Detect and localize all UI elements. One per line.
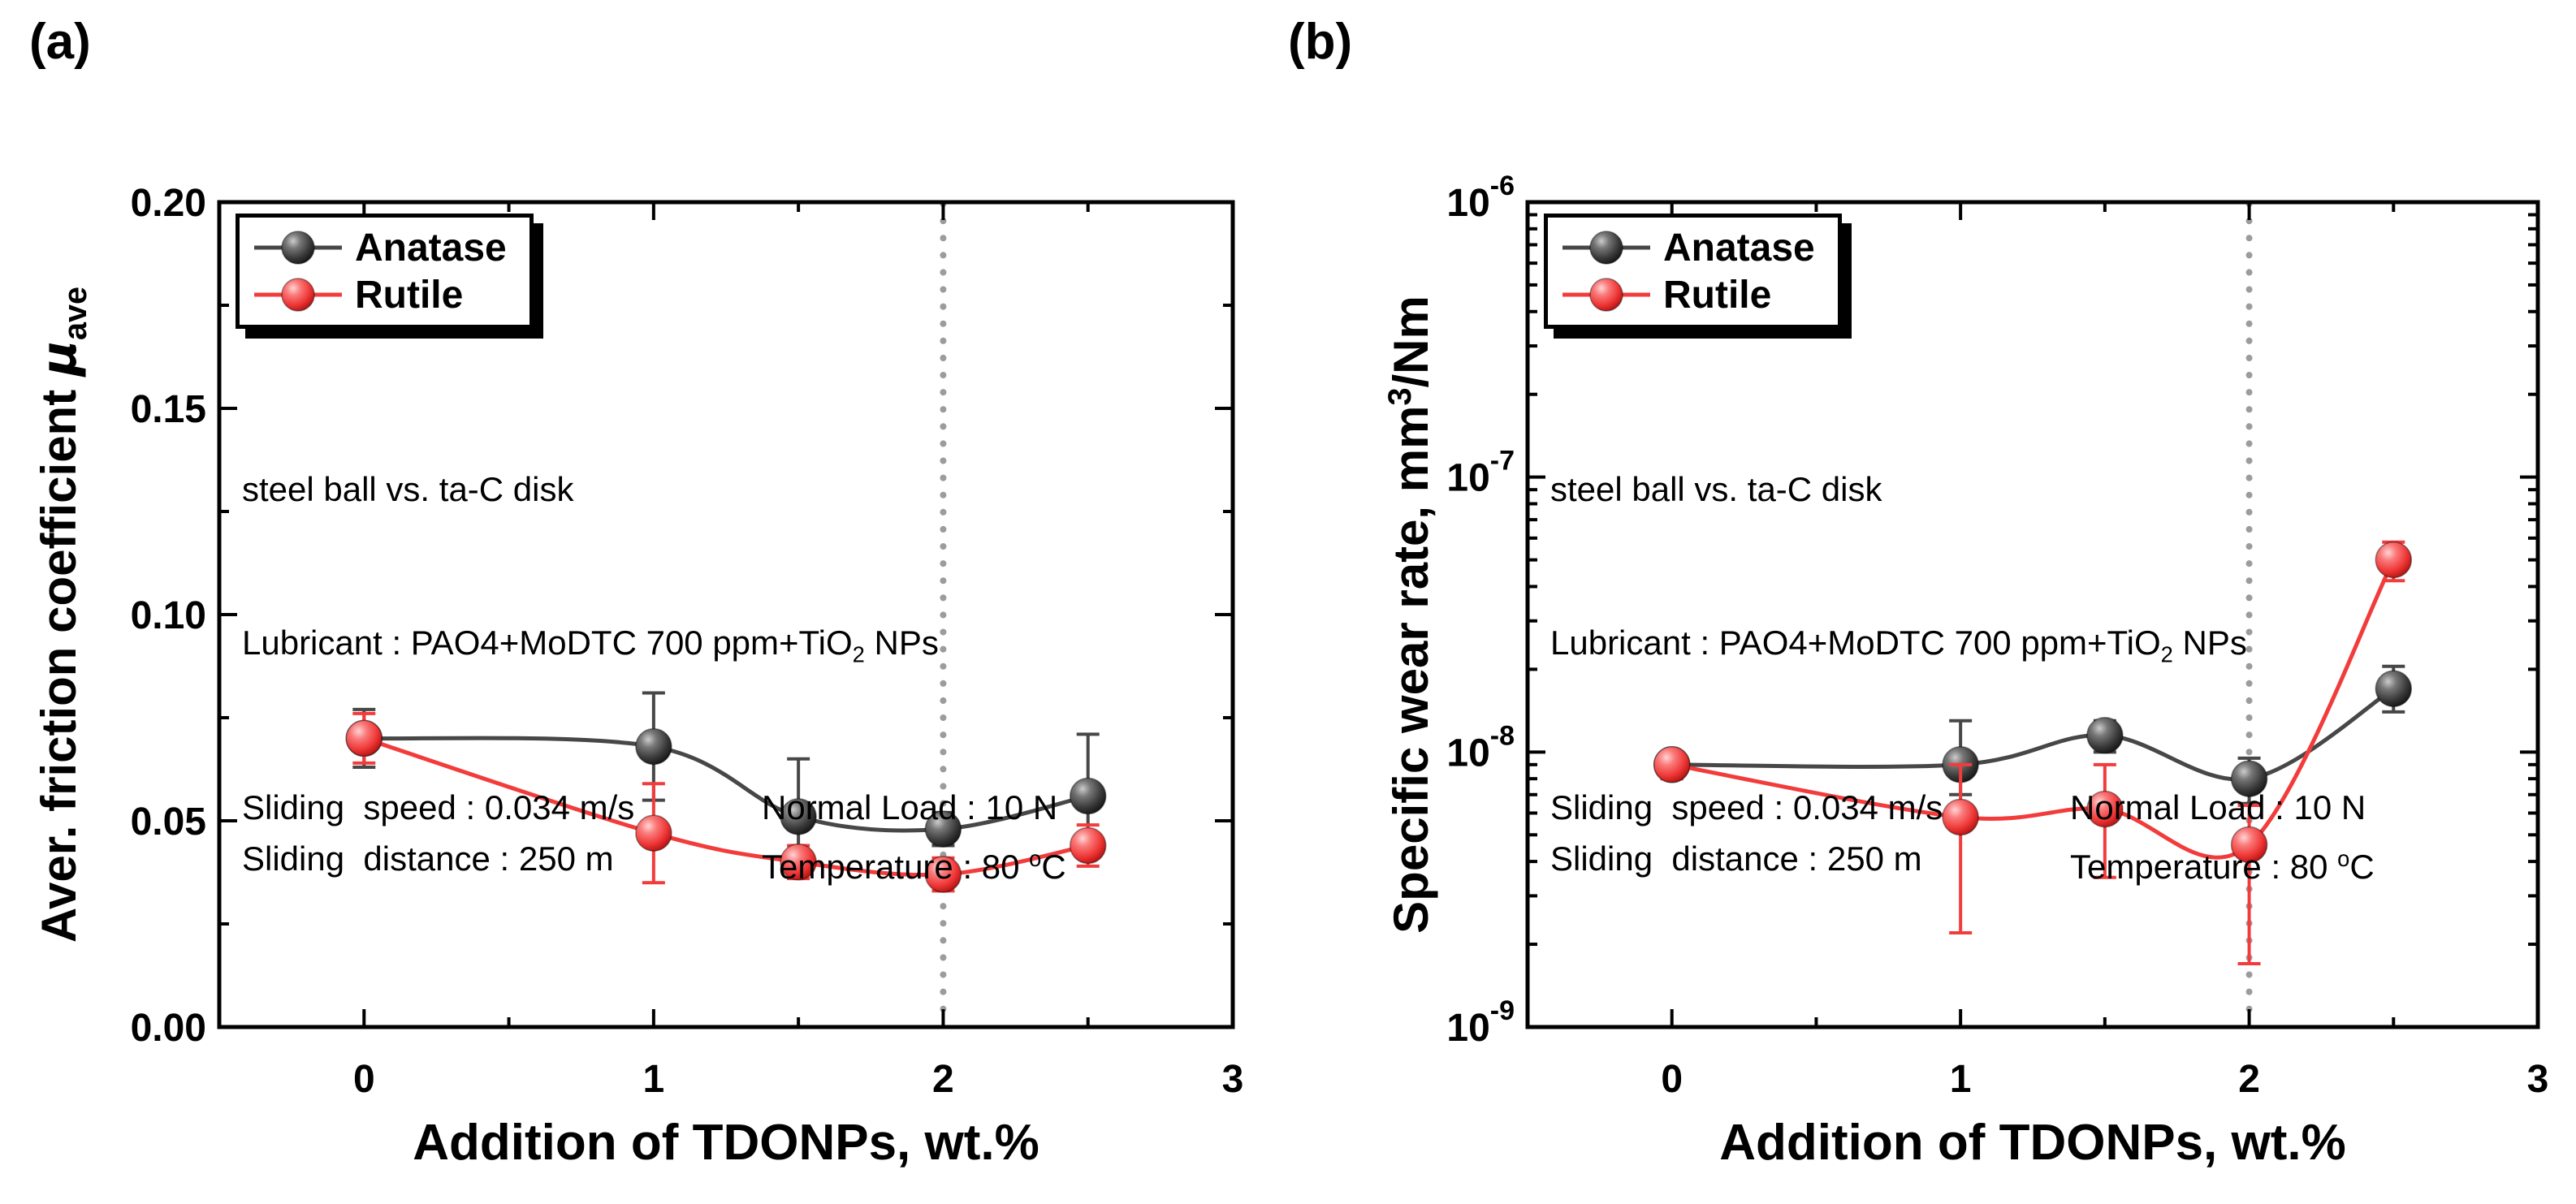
plot-frame <box>1525 200 2540 1029</box>
x-tick-label: 3 <box>1222 1058 1244 1101</box>
marker-rutile <box>780 844 817 881</box>
celsius-text: C <box>1041 848 1066 887</box>
test-conditions-a: steel ball vs. ta-C disk Lubricant : PAO… <box>242 361 1066 995</box>
x-axis-title-a: Addition of TDONPs, wt.% <box>413 1115 1039 1171</box>
nps-text: NPs <box>864 624 939 662</box>
annotation-line-1: steel ball vs. ta-C disk <box>242 470 574 508</box>
series-line-rutile <box>361 736 1091 878</box>
marker-rutile <box>924 856 962 893</box>
temperature-value: Temperature : 80 <box>2070 848 2338 887</box>
x-tick-label: 1 <box>1950 1058 1972 1101</box>
legend-label-anatase: Anatase <box>1663 226 1815 270</box>
tio2-subscript: 2 <box>852 641 865 667</box>
x-tick-label: 2 <box>2238 1058 2260 1101</box>
marker-rutile <box>1069 826 1107 865</box>
x-tick-label: 1 <box>643 1058 665 1101</box>
legend-entry-anatase: Anatase <box>251 224 507 271</box>
panel-b-plot: 0 1 2 3 10-9 10-8 10-7 10-6 Anatase Rutile steel… <box>1446 170 2548 1101</box>
plot-area-b: 0 1 2 3 10-9 10-8 10-7 10-6 <box>1446 170 2548 1101</box>
temperature-text: Temperature : 80 oC <box>2070 833 2375 892</box>
marker-rutile <box>2086 790 2124 828</box>
legend-label-rutile: Rutile <box>355 273 464 317</box>
marker-anatase <box>780 798 817 835</box>
y-axis-title-a-text: Aver. friction coefficient <box>32 376 86 943</box>
cubed-superscript: 3 <box>1382 387 1418 406</box>
legend-entry-anatase: Anatase <box>1559 224 1815 271</box>
lubricant-text: Lubricant : PAO4+MoDTC 700 ppm+TiO <box>1550 624 2161 662</box>
marker-rutile <box>2375 541 2413 579</box>
annotation-line-1: steel ball vs. ta-C disk <box>1550 470 1882 508</box>
series-line-anatase <box>361 736 1091 833</box>
temperature-text: Temperature : 80 oC <box>762 833 1066 892</box>
y-axis-title-a: Aver. friction coefficient μave <box>31 202 99 1027</box>
x-tick-label: 0 <box>353 1058 375 1101</box>
sliding-distance-text: Sliding distance : 250 m <box>242 839 614 878</box>
legend-b: Anatase Rutile <box>1544 214 1842 329</box>
legend-label-rutile: Rutile <box>1663 273 1772 317</box>
annotation-line-2: Lubricant : PAO4+MoDTC 700 ppm+TiO2 NPs <box>242 617 1066 680</box>
y-tick-label: 0.10 <box>131 594 206 637</box>
x-axis-title-b: Addition of TDONPs, wt.% <box>1719 1115 2346 1171</box>
marker-anatase <box>924 810 962 848</box>
y-axis-title-b-units: /Nm <box>1384 296 1438 388</box>
panel-a-label: (a) <box>29 14 91 70</box>
marker-rutile <box>345 719 383 757</box>
mu-subscript-ave: ave <box>58 286 93 340</box>
legend-marker-anatase <box>1562 231 1650 265</box>
panel-b-label: (b) <box>1288 14 1353 70</box>
marker-anatase <box>2230 760 2268 797</box>
annotation-grid: Sliding speed : 0.034 m/s Normal Load : … <box>242 782 1066 892</box>
y-tick-label: 0.20 <box>131 182 206 225</box>
annotation-grid: Sliding speed : 0.034 m/s Normal Load : … <box>1550 782 2375 892</box>
legend-marker-rutile <box>1562 278 1650 312</box>
tio2-subscript: 2 <box>2160 641 2173 667</box>
sliding-speed-text: Sliding speed : 0.034 m/s <box>242 788 635 827</box>
marker-rutile <box>635 814 672 852</box>
nps-text: NPs <box>2172 624 2247 662</box>
marker-rutile <box>2230 826 2268 864</box>
x-tick-label: 0 <box>1661 1058 1683 1101</box>
x-tick-label: 3 <box>2527 1058 2549 1101</box>
sliding-speed-text: Sliding speed : 0.034 m/s <box>1550 788 1943 827</box>
x-tick-label: 2 <box>932 1058 954 1101</box>
plot-area-a: 0 1 2 3 0.00 0.05 0.10 0.15 0.20 <box>131 182 1244 1101</box>
marker-rutile <box>1653 746 1691 783</box>
y-tick-label: 10-6 <box>1446 170 1515 225</box>
degree-superscript: o <box>2337 846 2350 872</box>
y-tick-label: 10-8 <box>1446 720 1515 775</box>
test-conditions-b: steel ball vs. ta-C disk Lubricant : PAO… <box>1550 361 2375 995</box>
legend-a: Anatase Rutile <box>236 214 534 329</box>
annotation-line-2: Lubricant : PAO4+MoDTC 700 ppm+TiO2 NPs <box>1550 617 2375 680</box>
y-axis-title-b-text: Specific wear rate, mm <box>1384 405 1438 934</box>
y-tick-label: 0.15 <box>131 388 206 431</box>
y-tick-label: 10-9 <box>1446 995 1515 1050</box>
marker-rutile <box>1942 798 1979 836</box>
legend-entry-rutile: Rutile <box>251 271 507 318</box>
panel-a-plot: 0 1 2 3 0.00 0.05 0.10 0.15 0.20 Anatase Rutile s… <box>131 182 1244 1101</box>
normal-load-text: Normal Load : 10 N <box>2070 788 2366 827</box>
legend-marker-rutile <box>254 278 342 312</box>
mu-symbol: μ <box>31 339 88 377</box>
legend-entry-rutile: Rutile <box>1559 271 1815 318</box>
y-tick-label: 0.05 <box>131 801 206 844</box>
marker-anatase <box>2086 717 2124 754</box>
y-tick-label: 10-7 <box>1446 446 1515 500</box>
legend-marker-anatase <box>254 231 342 265</box>
normal-load-text: Normal Load : 10 N <box>762 788 1058 827</box>
marker-anatase <box>2375 670 2413 708</box>
marker-anatase <box>635 727 672 766</box>
degree-superscript: o <box>1029 846 1042 872</box>
y-tick-label: 0.00 <box>131 1007 206 1050</box>
sliding-distance-text: Sliding distance : 250 m <box>1550 839 1922 878</box>
temperature-value: Temperature : 80 <box>762 848 1030 887</box>
lubricant-text: Lubricant : PAO4+MoDTC 700 ppm+TiO <box>242 624 853 662</box>
y-axis-title-b: Specific wear rate, mm3/Nm <box>1382 202 1450 1027</box>
marker-anatase <box>1069 777 1107 815</box>
legend-label-anatase: Anatase <box>355 226 507 270</box>
celsius-text: C <box>2349 848 2375 887</box>
